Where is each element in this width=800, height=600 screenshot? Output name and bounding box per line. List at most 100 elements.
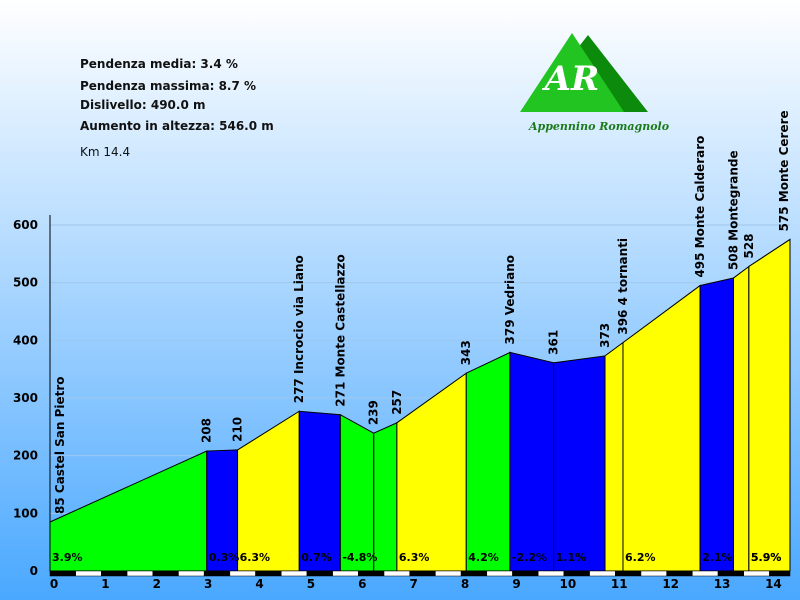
profile-segment-13 — [732, 265, 750, 572]
grade-label: 6.3% — [399, 551, 430, 564]
x-axis-bar — [229, 570, 256, 577]
grade-label: 4.2% — [468, 551, 499, 564]
x-tick-label: 5 — [307, 577, 315, 591]
x-axis-bar — [332, 570, 359, 577]
x-tick-label: 7 — [410, 577, 418, 591]
x-tick-label: 0 — [50, 577, 58, 591]
point-label: 271 Monte Castellazzo — [333, 254, 347, 406]
point-label: 528 — [742, 233, 756, 258]
x-axis-bar — [615, 570, 642, 577]
profile-segment-4 — [339, 413, 375, 572]
x-axis-bar — [101, 570, 128, 577]
x-axis-bar — [358, 570, 385, 577]
x-tick-label: 8 — [461, 577, 469, 591]
stat-elevation-gain: Aumento in altezza: 546.0 m — [80, 119, 274, 133]
x-axis-bar — [383, 570, 410, 577]
profile-segment-12 — [699, 277, 734, 572]
x-axis-bar — [717, 570, 744, 577]
point-label: 373 — [598, 323, 612, 348]
y-tick-label: 500 — [13, 276, 38, 290]
point-label: 85 Castel San Pietro — [53, 376, 67, 514]
x-axis-bar — [306, 570, 333, 577]
y-tick-label: 400 — [13, 333, 38, 347]
x-axis-bar — [255, 570, 282, 577]
x-tick-label: 3 — [204, 577, 212, 591]
logo-initials: AR — [542, 59, 600, 99]
point-labels: 3.9% 0.3% 6.3% 0.7% -4.8% 6.3% 4.2% -2.2% 1.1% 6.… — [52, 110, 791, 564]
x-tick-label: 4 — [255, 577, 263, 591]
x-axis-bar — [769, 570, 791, 577]
profile-segment-10 — [604, 341, 624, 572]
point-label: 396 4 tornanti — [616, 238, 630, 335]
x-axis-bar — [486, 570, 513, 577]
profile-segment-9 — [553, 355, 606, 572]
grade-label: 6.2% — [625, 551, 656, 564]
x-axis-bar — [178, 570, 205, 577]
logo-subtitle: Appennino Romagnolo — [529, 120, 670, 133]
stat-average-grade: Pendenza media: 3.4 % — [80, 57, 238, 71]
grade-label: 1.1% — [556, 551, 587, 564]
x-tick-label: 6 — [358, 577, 366, 591]
x-axis-bar — [589, 570, 616, 577]
y-tick-label: 200 — [13, 449, 38, 463]
point-label: 208 — [200, 418, 214, 443]
x-axis-bar — [49, 570, 76, 577]
grade-label: -4.8% — [342, 551, 377, 564]
stat-distance: Km 14.4 — [80, 145, 131, 159]
x-axis-bar — [666, 570, 693, 577]
x-axis-bar — [409, 570, 436, 577]
grade-label: 2.1% — [702, 551, 733, 564]
point-label: 575 Monte Cerere — [777, 110, 791, 231]
x-tick-label: 2 — [153, 577, 161, 591]
grade-label: 0.3% — [209, 551, 240, 564]
x-axis-bar — [460, 570, 488, 577]
x-axis-bar — [640, 570, 667, 577]
stat-elevation-difference: Dislivello: 490.0 m — [80, 98, 206, 112]
x-axis-bar — [126, 570, 154, 577]
logo-mountains: AR — [520, 33, 648, 112]
point-label: 361 — [547, 330, 561, 355]
x-axis-bar — [692, 570, 719, 577]
grade-label: -2.2% — [512, 551, 547, 564]
profile-segment-7 — [465, 351, 511, 572]
point-label: 379 Vedriano — [503, 255, 517, 345]
point-label: 343 — [459, 340, 473, 365]
x-tick-label: 10 — [560, 577, 577, 591]
x-tick-label: 14 — [765, 577, 782, 591]
x-axis-bar — [743, 570, 770, 577]
x-tick-label: 11 — [611, 577, 628, 591]
x-axis-bar — [203, 570, 231, 577]
y-tick-label: 600 — [13, 218, 38, 232]
grade-label: 5.9% — [751, 551, 782, 564]
point-label: 239 — [367, 400, 381, 425]
point-label: 495 Monte Calderaro — [693, 136, 707, 278]
x-tick-label: 1 — [101, 577, 109, 591]
point-label: 508 Montegrande — [726, 150, 740, 270]
x-axis-bar — [281, 570, 308, 577]
y-tick-label: 300 — [13, 391, 38, 405]
profile-segment-last — [748, 238, 791, 572]
profile-segment-3 — [298, 410, 341, 572]
y-tick-label: 0 — [30, 564, 38, 578]
profile-segment-5 — [373, 422, 398, 572]
profile-segment-8 — [509, 351, 555, 572]
x-axis-bar — [537, 570, 565, 577]
x-tick-label: 12 — [662, 577, 679, 591]
grade-label: 6.3% — [240, 551, 271, 564]
point-label: 277 Incrocio via Liano — [292, 255, 306, 403]
x-tick-label: 13 — [714, 577, 731, 591]
x-axis-bar — [563, 570, 590, 577]
point-label: 257 — [390, 390, 404, 415]
grade-label: 3.9% — [52, 551, 83, 564]
grade-label: 5.9% — [751, 551, 782, 564]
x-axis-bar — [435, 570, 462, 577]
point-label: 210 — [231, 417, 245, 442]
x-tick-label: 9 — [512, 577, 520, 591]
x-axis-bar — [512, 570, 539, 577]
y-tick-label: 100 — [13, 506, 38, 520]
x-axis-bar — [152, 570, 179, 577]
grade-label: 0.7% — [301, 551, 332, 564]
